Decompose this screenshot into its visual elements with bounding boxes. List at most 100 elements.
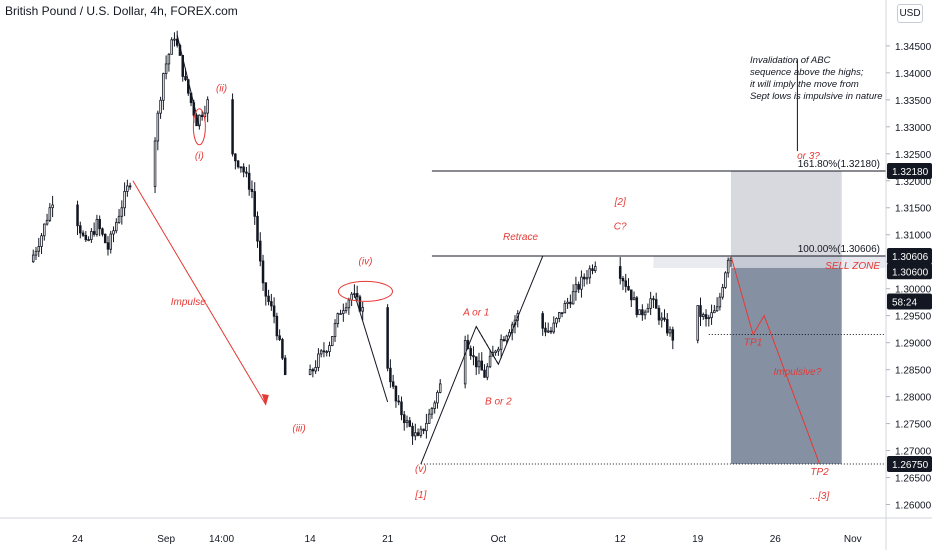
candle-body	[397, 400, 400, 403]
x-tick-label: Nov	[844, 534, 862, 545]
wave-iv-line	[353, 293, 389, 403]
price-tag-bg	[887, 163, 932, 180]
candle-body	[283, 357, 287, 376]
projection-line	[730, 255, 821, 465]
currency-button[interactable]: USD	[897, 4, 923, 23]
candle-body	[641, 309, 644, 316]
candle-body	[162, 73, 165, 101]
candle-body	[120, 207, 124, 217]
candle-body	[106, 242, 110, 250]
y-tick-label: 1.26500	[895, 474, 932, 485]
level-layer: 161.80%(1.32180) 100.00%(1.30606)	[420, 159, 886, 465]
wave-label: TP1	[744, 337, 762, 348]
candle-body	[541, 313, 544, 329]
candle-body	[37, 246, 41, 252]
candle-body	[411, 425, 414, 437]
candle-body	[715, 306, 719, 312]
fib-level-label: 161.80%(1.32180)	[798, 159, 880, 170]
candle-body	[652, 298, 655, 301]
invalidation-note-line: Invalidation of ABC	[750, 55, 831, 66]
candle-body	[588, 268, 592, 279]
candle-body	[355, 293, 359, 298]
wave-label: B or 2	[485, 397, 512, 408]
y-tick-label: 1.27500	[895, 420, 932, 431]
y-tick-label: 1.27000	[895, 447, 932, 458]
candle-body	[477, 360, 481, 368]
candle-body	[311, 369, 315, 372]
candle-body	[632, 297, 636, 301]
y-tick-label: 1.29000	[895, 339, 932, 350]
candle-body	[256, 215, 259, 242]
candle-body	[474, 356, 478, 368]
candle-body	[668, 329, 672, 334]
y-tick-label: 1.26000	[895, 501, 932, 512]
candle-body	[156, 112, 160, 142]
candle-body	[275, 315, 279, 337]
candle-body	[582, 276, 586, 280]
candle-body	[702, 314, 705, 317]
wave-label: Impulsive?	[773, 367, 821, 378]
candle-body	[414, 432, 417, 437]
candle-body	[128, 185, 132, 188]
wave-label: TP2	[810, 467, 829, 478]
candle-body	[643, 311, 647, 316]
wave-label: [2]	[614, 197, 626, 208]
candle-body	[245, 171, 248, 174]
x-tick-label: 14	[305, 534, 317, 545]
candle-body	[402, 414, 406, 424]
impulse-arrow-head	[261, 393, 269, 406]
b-dash-line	[475, 326, 499, 365]
candle-body	[546, 330, 550, 333]
candle-body	[571, 291, 575, 305]
candle-body	[552, 322, 556, 333]
candle-body	[721, 287, 724, 298]
candle-body	[422, 428, 425, 432]
target-zone	[730, 171, 842, 256]
candle-body	[713, 310, 716, 314]
candle-body	[234, 153, 237, 162]
candle-body	[497, 348, 500, 352]
candle-body	[206, 99, 209, 114]
candle-body	[117, 215, 121, 223]
y-tick-label: 1.30000	[895, 285, 932, 296]
candle-body	[710, 312, 713, 319]
candle-body	[433, 402, 436, 409]
candle-body	[627, 285, 630, 291]
candle-body	[259, 240, 262, 262]
candle-body	[663, 317, 666, 320]
candle-body	[200, 114, 204, 118]
candle-body	[90, 231, 93, 240]
candles-layer	[31, 30, 733, 445]
candle-body	[726, 259, 730, 274]
y-tick-label: 1.32500	[895, 150, 932, 161]
candle-body	[319, 350, 323, 355]
candle-body	[101, 228, 104, 235]
candle-body	[654, 299, 658, 309]
candle-body	[436, 391, 439, 404]
price-tag-text: 1.30600	[892, 267, 929, 278]
candle-body	[328, 345, 331, 353]
candle-body	[242, 166, 245, 173]
candle-body	[272, 305, 276, 317]
candle-body	[463, 340, 467, 385]
candle-body	[87, 239, 90, 241]
candle-body	[391, 381, 395, 387]
candle-body	[707, 317, 711, 320]
y-tick-label: 1.33000	[895, 123, 932, 134]
wave-label: Impulse	[171, 297, 206, 308]
candle-body	[51, 204, 54, 209]
candle-body	[555, 317, 558, 324]
x-tick-label: Sep	[157, 534, 175, 545]
impulse-arrow-line	[132, 180, 267, 405]
candle-body	[264, 282, 268, 297]
y-tick-label: 1.33500	[895, 96, 932, 107]
candle-body	[267, 295, 270, 302]
sell-zone	[730, 255, 842, 465]
candle-body	[40, 235, 43, 247]
candle-body	[563, 303, 567, 314]
candle-body	[109, 233, 113, 250]
candle-body	[699, 305, 702, 317]
wave-i-circle	[192, 108, 206, 146]
